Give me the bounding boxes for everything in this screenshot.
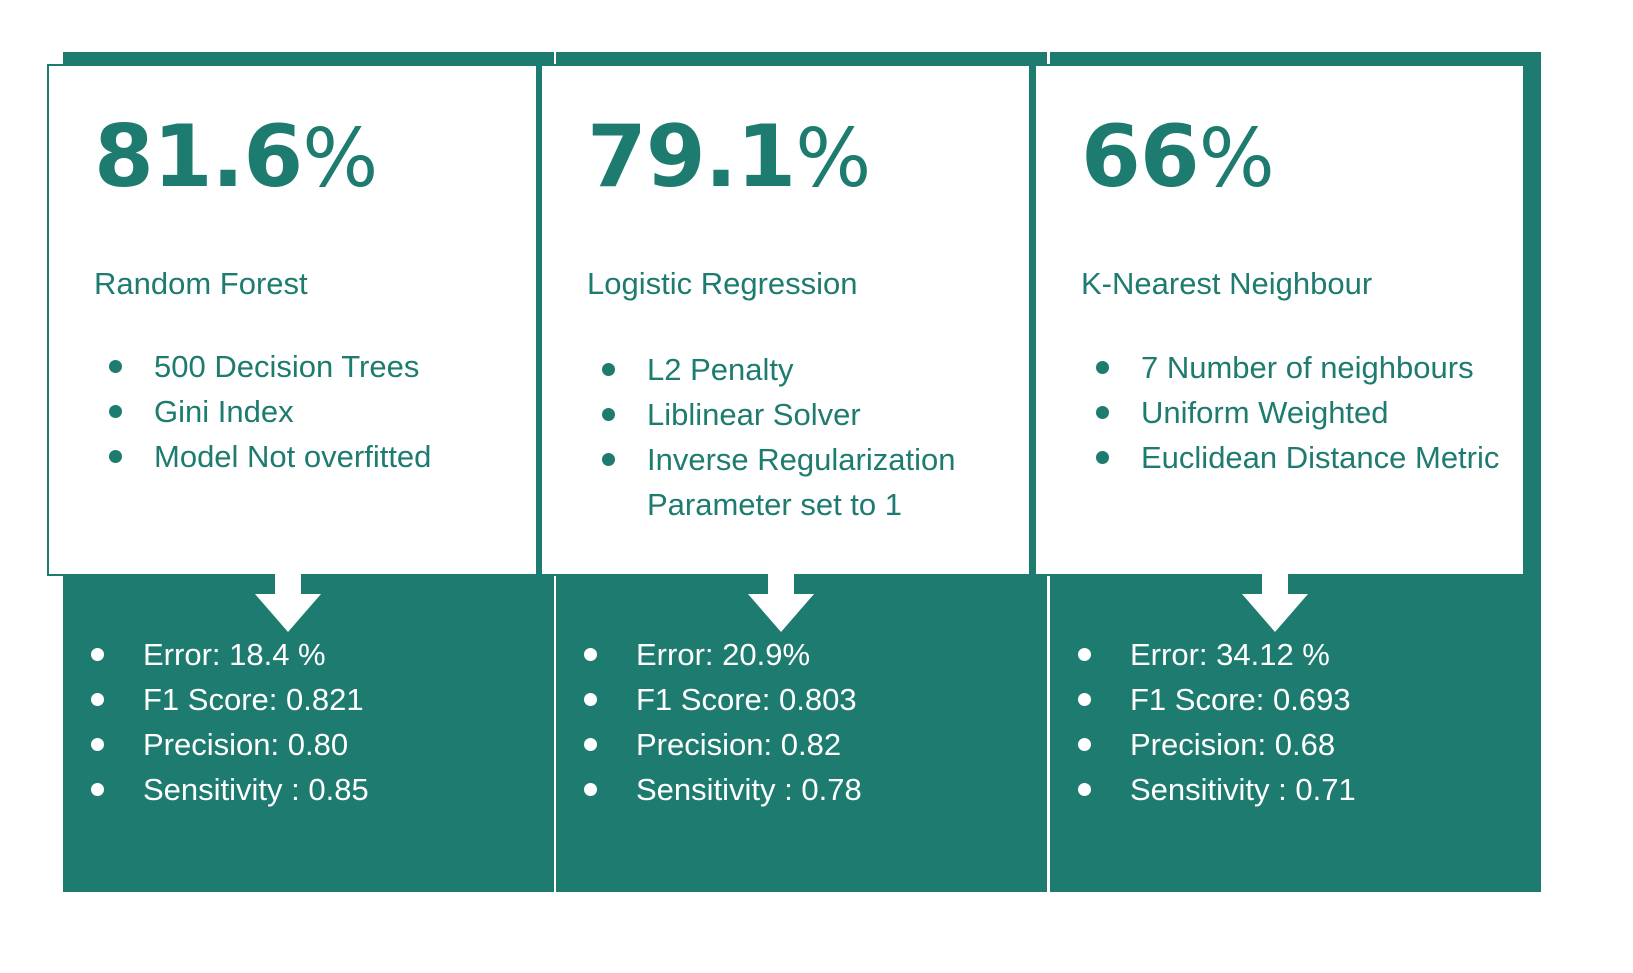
model-card-k-nearest-neighbour: 66% K-Nearest Neighbour 7 Number of neig…: [1034, 52, 1541, 892]
model-name: Random Forest: [94, 266, 308, 301]
accuracy-unit: %: [302, 112, 378, 205]
metrics-list: Error: 18.4 % F1 Score: 0.821 Precision:…: [91, 632, 369, 812]
metric-error: Error: 34.12 %: [1078, 632, 1356, 677]
model-params-list: 7 Number of neighbours Uniform Weighted …: [1096, 345, 1516, 480]
param-item: 7 Number of neighbours: [1096, 345, 1516, 390]
accuracy-value: 81.6%: [94, 114, 378, 200]
metric-f1-score: F1 Score: 0.803: [584, 677, 862, 722]
param-item: Gini Index: [109, 389, 529, 434]
model-name: Logistic Regression: [587, 266, 858, 301]
metric-sensitivity: Sensitivity : 0.71: [1078, 767, 1356, 812]
model-card-random-forest: 81.6% Random Forest 500 Decision Trees G…: [47, 52, 554, 892]
metric-precision: Precision: 0.68: [1078, 722, 1356, 767]
param-item: Liblinear Solver: [602, 392, 1022, 437]
param-item: Euclidean Distance Metric: [1096, 435, 1516, 480]
accuracy-number: 79.1: [587, 107, 796, 207]
down-arrow-icon: [1242, 572, 1308, 632]
param-item: L2 Penalty: [602, 347, 1022, 392]
param-item: Inverse Regularization Parameter set to …: [602, 437, 1022, 527]
metric-error: Error: 18.4 %: [91, 632, 369, 677]
accuracy-number: 66: [1081, 107, 1200, 207]
card-summary-panel: 66% K-Nearest Neighbour 7 Number of neig…: [1034, 64, 1525, 576]
param-item: 500 Decision Trees: [109, 344, 529, 389]
card-summary-panel: 79.1% Logistic Regression L2 Penalty Lib…: [540, 64, 1031, 576]
model-name: K-Nearest Neighbour: [1081, 266, 1373, 301]
accuracy-value: 66%: [1081, 114, 1275, 200]
metric-error: Error: 20.9%: [584, 632, 862, 677]
metrics-list: Error: 20.9% F1 Score: 0.803 Precision: …: [584, 632, 862, 812]
accuracy-number: 81.6: [94, 107, 303, 207]
card-summary-panel: 81.6% Random Forest 500 Decision Trees G…: [47, 64, 538, 576]
metric-sensitivity: Sensitivity : 0.85: [91, 767, 369, 812]
accuracy-unit: %: [1198, 112, 1275, 205]
metric-precision: Precision: 0.82: [584, 722, 862, 767]
metric-f1-score: F1 Score: 0.693: [1078, 677, 1356, 722]
model-card-logistic-regression: 79.1% Logistic Regression L2 Penalty Lib…: [540, 52, 1047, 892]
accuracy-value: 79.1%: [587, 114, 871, 200]
down-arrow-icon: [255, 572, 321, 632]
model-params-list: 500 Decision Trees Gini Index Model Not …: [109, 344, 529, 479]
metric-precision: Precision: 0.80: [91, 722, 369, 767]
down-arrow-icon: [748, 572, 814, 632]
accuracy-unit: %: [795, 112, 871, 205]
metric-f1-score: F1 Score: 0.821: [91, 677, 369, 722]
model-params-list: L2 Penalty Liblinear Solver Inverse Regu…: [602, 347, 1022, 527]
param-item: Model Not overfitted: [109, 434, 529, 479]
metrics-list: Error: 34.12 % F1 Score: 0.693 Precision…: [1078, 632, 1356, 812]
param-item: Uniform Weighted: [1096, 390, 1516, 435]
metric-sensitivity: Sensitivity : 0.78: [584, 767, 862, 812]
